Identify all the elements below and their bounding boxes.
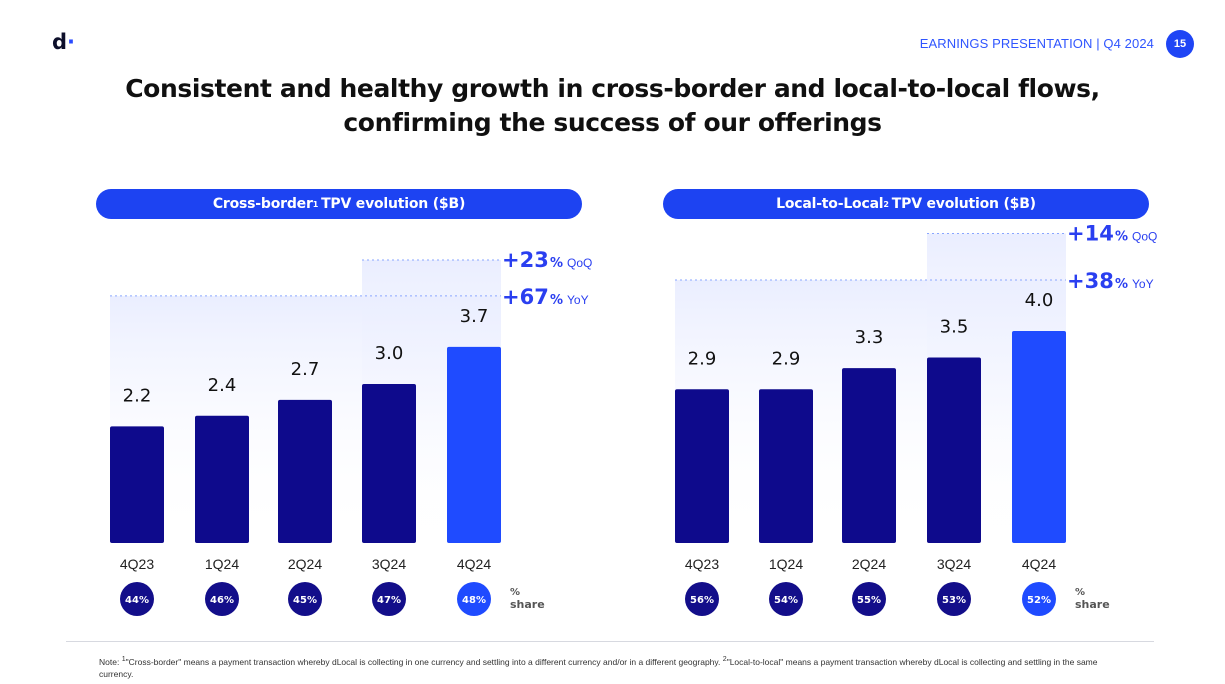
cross-border-qoq-unit: % <box>550 256 563 271</box>
local-to-local-bar-3Q24 <box>927 357 981 543</box>
local-to-local-category-label-2Q24: 2Q24 <box>852 556 886 572</box>
local-to-local-category-label-1Q24: 1Q24 <box>769 556 803 572</box>
cross-border-value-label-1Q24: 2.4 <box>208 375 237 396</box>
cross-border-yoy-label: YoY <box>567 293 589 307</box>
local-to-local-value-label-3Q24: 3.5 <box>940 317 969 338</box>
local-to-local-share-badge-4Q24 <box>1022 582 1056 616</box>
cross-border-share-value-2Q24: 45% <box>293 595 317 606</box>
cross-border-bar-4Q24 <box>447 346 501 543</box>
presentation-label: EARNINGS PRESENTATION | Q4 2024 <box>919 36 1154 51</box>
local-to-local-bar-4Q23 <box>675 389 729 543</box>
local-to-local-chart-title: Local-to-Local 2 TPV evolution ($B) <box>663 189 1149 219</box>
cross-border-share-badge-3Q24 <box>372 582 406 616</box>
cross-border-category-label-2Q24: 2Q24 <box>288 556 322 572</box>
local-to-local-value-label-4Q23: 2.9 <box>688 348 717 369</box>
cross-border-share-caption-symbol: % <box>510 587 520 598</box>
cross-border-share-caption-word: share <box>510 598 545 611</box>
local-to-local-yoy-label: YoY <box>1132 277 1154 291</box>
cross-border-share-value-4Q23: 44% <box>125 595 149 606</box>
local-to-local-share-value-4Q24: 52% <box>1027 595 1051 606</box>
page-number-badge: 15 <box>1166 30 1194 58</box>
cross-border-bar-1Q24 <box>195 415 249 543</box>
cross-border-value-label-4Q23: 2.2 <box>123 385 152 406</box>
cross-border-chart-title: Cross-border 1 TPV evolution ($B) <box>96 189 582 219</box>
cross-border-yoy-value: +67 <box>502 285 549 309</box>
local-to-local-share-caption-word: share <box>1075 598 1110 611</box>
local-to-local-share-value-4Q23: 56% <box>690 595 714 606</box>
local-to-local-value-label-2Q24: 3.3 <box>855 327 884 348</box>
cross-border-share-badge-4Q24 <box>457 582 491 616</box>
page-title: Consistent and healthy growth in cross-b… <box>0 72 1225 140</box>
local-to-local-bar-1Q24 <box>759 389 813 543</box>
cross-border-share-value-1Q24: 46% <box>210 595 234 606</box>
footnote-divider <box>66 641 1154 642</box>
local-to-local-qoq-unit: % <box>1115 230 1128 245</box>
local-to-local-qoq-value: +14 <box>1067 222 1114 246</box>
local-to-local-share-value-1Q24: 54% <box>774 595 798 606</box>
local-to-local-bar-2Q24 <box>842 368 896 543</box>
cross-border-share-value-4Q24: 48% <box>462 595 486 606</box>
local-to-local-value-label-1Q24: 2.9 <box>772 348 801 369</box>
local-to-local-qoq-label: QoQ <box>1132 230 1157 244</box>
footnote: Note: 1"Cross-border" means a payment tr… <box>99 655 1098 679</box>
cross-border-share-value-3Q24: 47% <box>377 595 401 606</box>
cross-border-share-badge-4Q23 <box>120 582 154 616</box>
local-to-local-share-value-3Q24: 53% <box>942 595 966 606</box>
cross-border-value-label-3Q24: 3.0 <box>375 343 404 364</box>
page-title-line-2: confirming the success of our offerings <box>343 108 882 137</box>
cross-border-share-badge-2Q24 <box>288 582 322 616</box>
cross-border-value-label-2Q24: 2.7 <box>291 359 320 380</box>
cross-border-qoq-label: QoQ <box>567 256 592 270</box>
local-to-local-yoy-unit: % <box>1115 277 1128 292</box>
cross-border-category-label-4Q23: 4Q23 <box>120 556 154 572</box>
cross-border-category-label-1Q24: 1Q24 <box>205 556 239 572</box>
cross-border-category-label-3Q24: 3Q24 <box>372 556 406 572</box>
cross-border-category-label-4Q24: 4Q24 <box>457 556 491 572</box>
dlocal-logo: d· <box>52 30 76 54</box>
cross-border-value-label-4Q24: 3.7 <box>460 306 489 327</box>
local-to-local-value-label-4Q24: 4.0 <box>1025 290 1054 311</box>
local-to-local-category-label-4Q24: 4Q24 <box>1022 556 1056 572</box>
local-to-local-yoy-value: +38 <box>1067 269 1114 293</box>
cross-border-bar-3Q24 <box>362 384 416 543</box>
cross-border-bar-2Q24 <box>278 399 332 543</box>
local-to-local-share-badge-2Q24 <box>852 582 886 616</box>
local-to-local-share-value-2Q24: 55% <box>857 595 881 606</box>
local-to-local-category-label-3Q24: 3Q24 <box>937 556 971 572</box>
cross-border-bar-4Q23 <box>110 426 164 543</box>
page-title-line-1: Consistent and healthy growth in cross-b… <box>125 74 1100 103</box>
local-to-local-share-badge-4Q23 <box>685 582 719 616</box>
cross-border-share-badge-1Q24 <box>205 582 239 616</box>
local-to-local-share-badge-3Q24 <box>937 582 971 616</box>
local-to-local-share-caption-symbol: % <box>1075 587 1085 598</box>
cross-border-yoy-unit: % <box>550 293 563 308</box>
cross-border-qoq-value: +23 <box>502 248 549 272</box>
local-to-local-category-label-4Q23: 4Q23 <box>685 556 719 572</box>
local-to-local-bar-4Q24 <box>1012 331 1066 543</box>
local-to-local-share-badge-1Q24 <box>769 582 803 616</box>
